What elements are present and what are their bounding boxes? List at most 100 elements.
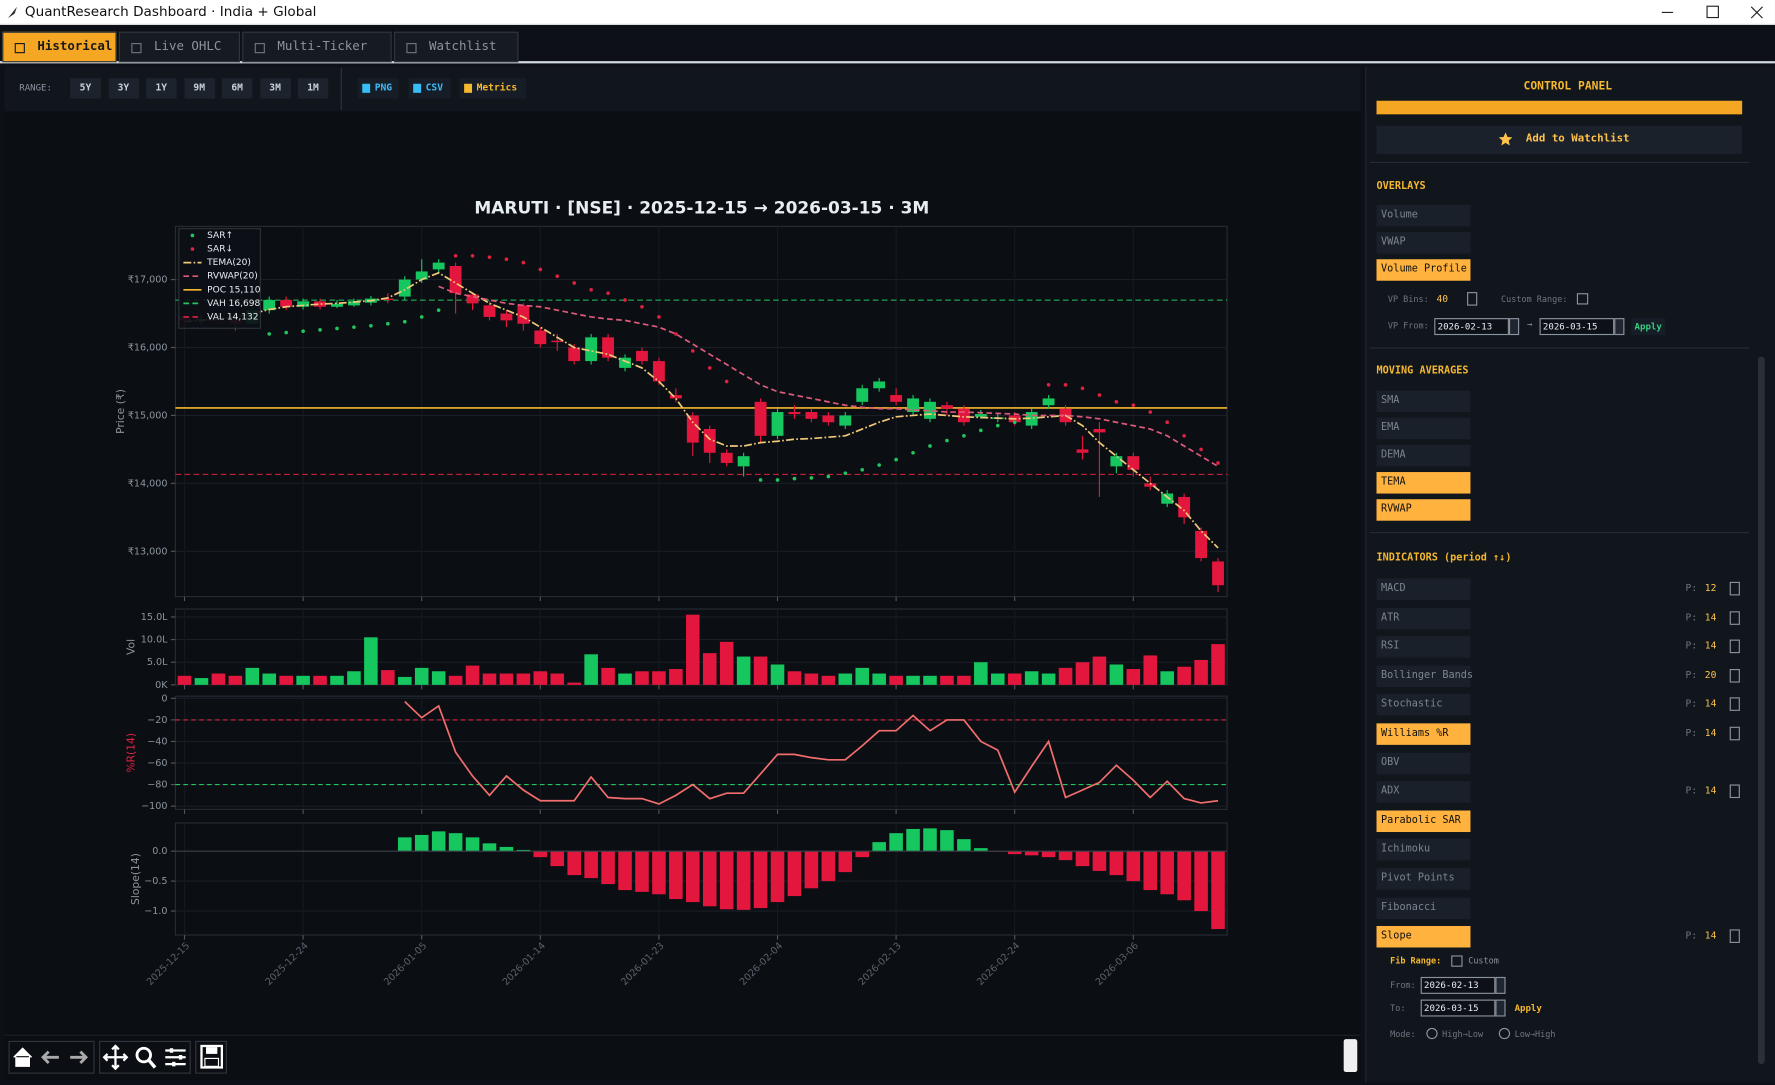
scrollbar-thumb[interactable] (1757, 356, 1765, 1065)
tab[interactable]: Multi-Ticker (242, 31, 392, 63)
radio-button[interactable] (1426, 1027, 1438, 1040)
text-input[interactable]: 2026-02-13 (1434, 318, 1509, 336)
candle-body (1076, 449, 1089, 453)
toggle-button[interactable]: ADX (1376, 781, 1471, 803)
dropdown-button[interactable] (1495, 976, 1506, 994)
legend-label: SAR↓ (207, 245, 233, 255)
candle-body (280, 299, 293, 307)
toggle-button[interactable]: Volume (1376, 204, 1471, 227)
checkbox[interactable] (1451, 955, 1463, 967)
toggle-button[interactable]: TEMA (1376, 472, 1471, 494)
bar (669, 851, 683, 900)
period-value[interactable]: 14 (1704, 785, 1717, 798)
spin-button[interactable] (1729, 668, 1740, 683)
spin-button[interactable] (1729, 581, 1740, 596)
toggle-button[interactable]: Stochastic (1376, 694, 1471, 716)
radio-label: Low→High (1514, 1028, 1556, 1040)
dropdown-button[interactable] (1614, 318, 1625, 336)
export-button[interactable]: PNG (357, 78, 399, 99)
candle-body (941, 405, 953, 409)
text-input[interactable]: 2026-03-15 (1420, 999, 1496, 1017)
candle-body (1178, 496, 1191, 518)
tab[interactable]: Live OHLC (118, 31, 240, 63)
toggle-button[interactable]: EMA (1376, 417, 1471, 440)
spin-button[interactable] (1729, 639, 1740, 654)
sar-dot (470, 253, 475, 258)
range-button[interactable]: 5Y (70, 78, 101, 99)
sar-dot (860, 467, 865, 472)
period-value[interactable]: 20 (1704, 669, 1717, 682)
x-tick-label: 2026-02-04 (738, 941, 785, 988)
spin-button[interactable] (1467, 292, 1478, 306)
toggle-button[interactable]: VWAP (1376, 232, 1471, 254)
bar (1041, 851, 1056, 858)
field-label: To: (1390, 1002, 1406, 1014)
range-button[interactable]: 3M (259, 78, 291, 99)
toggle-button[interactable]: SMA (1376, 390, 1471, 413)
toggle-button[interactable]: Parabolic SAR (1376, 810, 1471, 832)
export-button[interactable]: CSV (408, 78, 451, 99)
text-input[interactable]: 2026-02-13 (1420, 976, 1496, 994)
tab[interactable]: Historical (2, 31, 117, 63)
period-value[interactable]: 12 (1704, 582, 1717, 595)
toggle-button[interactable]: Ichimoku (1376, 839, 1471, 861)
resize-handle[interactable] (1343, 1039, 1358, 1073)
apply-button[interactable]: Apply (1514, 1002, 1542, 1014)
apply-button[interactable]: Apply (1631, 318, 1666, 336)
watchlist-button[interactable]: Add to Watchlist (1376, 125, 1743, 154)
window-controls[interactable] (1641, 0, 1775, 25)
bar (1058, 667, 1073, 685)
separator (1369, 161, 1749, 164)
spin-button[interactable] (1729, 610, 1740, 625)
candle-body (263, 299, 276, 311)
bar (1075, 851, 1090, 867)
period-value[interactable]: 14 (1704, 727, 1717, 740)
toggle-button[interactable]: MACD (1376, 578, 1471, 600)
period-value[interactable]: 14 (1704, 930, 1717, 943)
spin-button[interactable] (1729, 697, 1740, 712)
spin-value[interactable]: 40 (1436, 294, 1449, 306)
period-value[interactable]: 14 (1704, 698, 1717, 711)
y-tick-label: −40 (147, 736, 167, 747)
bar (347, 671, 361, 685)
bar (618, 673, 632, 685)
toggle-button[interactable]: DEMA (1376, 444, 1471, 467)
radio-button[interactable] (1498, 1027, 1511, 1040)
dropdown-button[interactable] (1508, 318, 1520, 336)
range-button[interactable]: 6M (221, 78, 253, 99)
candle-body (788, 412, 801, 415)
toggle-button[interactable]: OBV (1376, 752, 1471, 774)
toggle-button[interactable]: Fibonacci (1376, 897, 1471, 919)
checkbox[interactable] (1576, 293, 1589, 305)
bar (770, 851, 785, 903)
range-button[interactable]: 1Y (146, 78, 177, 99)
tab[interactable]: Watchlist (393, 31, 519, 63)
nav-icons[interactable] (7, 1039, 233, 1075)
dropdown-button[interactable] (1495, 999, 1506, 1017)
toggle-button[interactable]: ATR (1376, 607, 1471, 629)
candle-body (568, 347, 581, 362)
range-button[interactable]: 3Y (108, 78, 139, 99)
period-value[interactable]: 14 (1704, 640, 1717, 653)
range-button[interactable]: 9M (183, 78, 215, 99)
toggle-button[interactable]: Slope (1376, 926, 1471, 948)
period-value[interactable]: 14 (1704, 611, 1717, 624)
candle-body (703, 429, 716, 453)
tab-label: Live OHLC (153, 38, 222, 54)
range-button[interactable]: 1M (297, 78, 329, 99)
bar (635, 671, 649, 685)
bar (1194, 659, 1208, 685)
spin-button[interactable] (1729, 726, 1740, 741)
toggle-button[interactable]: Pivot Points (1376, 868, 1471, 890)
text-input[interactable]: 2026-03-15 (1539, 318, 1615, 336)
toggle-button[interactable]: Volume Profile (1376, 259, 1471, 281)
export-button[interactable]: Metrics (459, 78, 527, 99)
toggle-button[interactable]: Bollinger Bands (1376, 665, 1473, 687)
plot-frame (174, 822, 1228, 936)
toggle-button[interactable]: Williams %R (1376, 723, 1471, 745)
spin-button[interactable] (1729, 929, 1740, 944)
toggle-button[interactable]: RSI (1376, 636, 1471, 658)
toggle-button[interactable]: RVWAP (1376, 499, 1471, 521)
field-label: VP Bins: (1387, 294, 1429, 305)
spin-button[interactable] (1729, 784, 1740, 799)
